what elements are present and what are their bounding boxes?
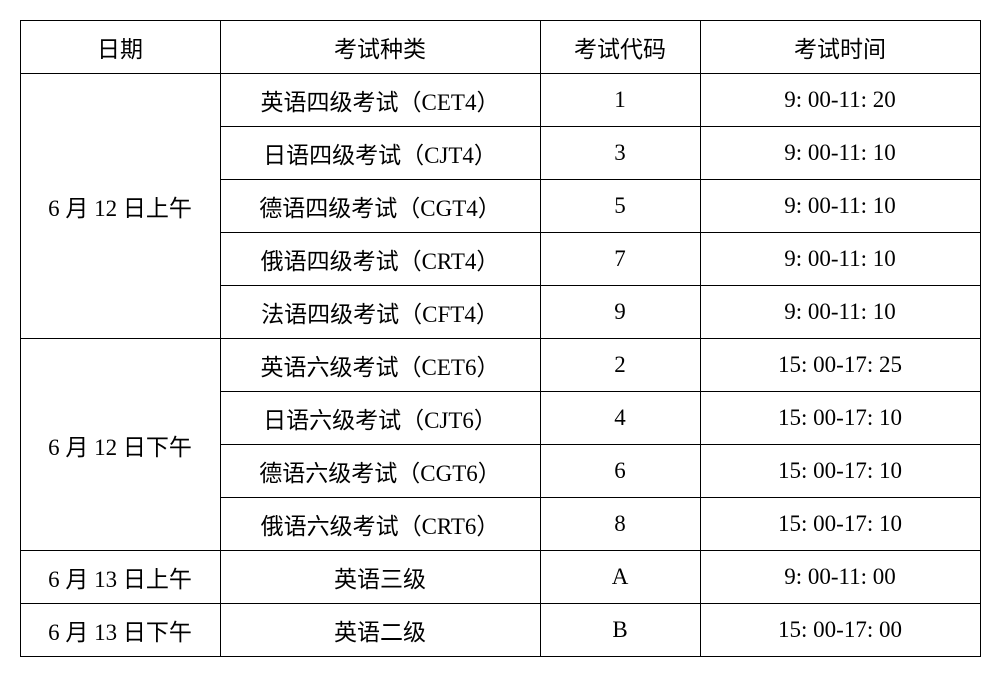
cell-code: A <box>540 551 700 604</box>
cell-type: 日语四级考试（CJT4） <box>220 127 540 180</box>
cell-type: 英语二级 <box>220 604 540 657</box>
col-header-type: 考试种类 <box>220 21 540 74</box>
cell-type: 俄语四级考试（CRT4） <box>220 233 540 286</box>
cell-time: 9: 00-11: 00 <box>700 551 980 604</box>
cell-code: 6 <box>540 445 700 498</box>
cell-type: 日语六级考试（CJT6） <box>220 392 540 445</box>
table-row: 6 月 13 日上午 英语三级 A 9: 00-11: 00 <box>20 551 980 604</box>
cell-code: 3 <box>540 127 700 180</box>
table-row: 6 月 12 日下午 英语六级考试（CET6） 2 15: 00-17: 25 <box>20 339 980 392</box>
table-row: 6 月 13 日下午 英语二级 B 15: 00-17: 00 <box>20 604 980 657</box>
cell-code: 5 <box>540 180 700 233</box>
cell-type: 俄语六级考试（CRT6） <box>220 498 540 551</box>
cell-time: 9: 00-11: 20 <box>700 74 980 127</box>
table-row: 6 月 12 日上午 英语四级考试（CET4） 1 9: 00-11: 20 <box>20 74 980 127</box>
cell-code: 2 <box>540 339 700 392</box>
cell-type: 英语六级考试（CET6） <box>220 339 540 392</box>
cell-type: 德语四级考试（CGT4） <box>220 180 540 233</box>
cell-code: 9 <box>540 286 700 339</box>
cell-time: 15: 00-17: 25 <box>700 339 980 392</box>
cell-time: 15: 00-17: 10 <box>700 498 980 551</box>
cell-time: 15: 00-17: 10 <box>700 392 980 445</box>
cell-code: B <box>540 604 700 657</box>
col-header-code: 考试代码 <box>540 21 700 74</box>
cell-time: 15: 00-17: 00 <box>700 604 980 657</box>
cell-time: 9: 00-11: 10 <box>700 180 980 233</box>
cell-date: 6 月 13 日下午 <box>20 604 220 657</box>
cell-date: 6 月 12 日上午 <box>20 74 220 339</box>
cell-code: 7 <box>540 233 700 286</box>
col-header-time: 考试时间 <box>700 21 980 74</box>
cell-date: 6 月 12 日下午 <box>20 339 220 551</box>
cell-time: 9: 00-11: 10 <box>700 233 980 286</box>
cell-type: 法语四级考试（CFT4） <box>220 286 540 339</box>
cell-time: 9: 00-11: 10 <box>700 286 980 339</box>
cell-type: 德语六级考试（CGT6） <box>220 445 540 498</box>
cell-type: 英语四级考试（CET4） <box>220 74 540 127</box>
cell-code: 1 <box>540 74 700 127</box>
exam-schedule-table: 日期 考试种类 考试代码 考试时间 6 月 12 日上午 英语四级考试（CET4… <box>20 20 981 657</box>
col-header-date: 日期 <box>20 21 220 74</box>
cell-date: 6 月 13 日上午 <box>20 551 220 604</box>
table-header-row: 日期 考试种类 考试代码 考试时间 <box>20 21 980 74</box>
cell-code: 4 <box>540 392 700 445</box>
cell-type: 英语三级 <box>220 551 540 604</box>
cell-code: 8 <box>540 498 700 551</box>
cell-time: 15: 00-17: 10 <box>700 445 980 498</box>
cell-time: 9: 00-11: 10 <box>700 127 980 180</box>
